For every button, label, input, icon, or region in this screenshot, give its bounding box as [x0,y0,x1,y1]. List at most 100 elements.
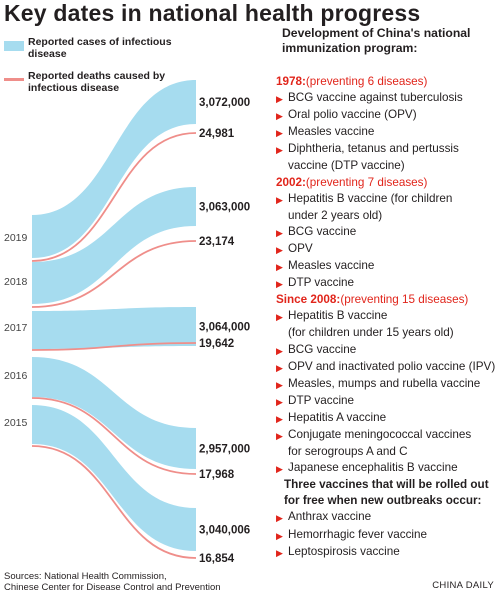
program-item: ▶ Diphtheria, tetanus and pertussis [276,141,498,158]
page-title: Key dates in national health progress [4,0,421,26]
program-item-text: BCG vaccine [288,224,357,238]
sources-line: Sources: National Health Commission, [4,571,167,582]
cases-band [32,307,196,349]
cases-band [32,80,196,258]
program-item: ▶ Measles vaccine [276,124,498,141]
program-item-text: for serogroups A and C [288,445,408,459]
program-item: ▶ Conjugate meningococcal vaccines [276,427,498,444]
program-section-heading: Since 2008: (preventing 15 diseases) [276,292,498,308]
section-note: (preventing 15 diseases) [340,293,469,307]
bullet-icon: ▶ [276,262,283,273]
program-item: ▶ Measles, mumps and rubella vaccine [276,376,498,393]
bullet-icon: ▶ [276,379,283,390]
program-item-text: Hepatitis B vaccine (for children [288,191,453,205]
program-item-text: Conjugate meningococcal vaccines [288,427,472,441]
program-item: ▶ Hepatitis A vaccine [276,410,498,427]
deaths-line [31,240,197,308]
program-title: Development of China's national immuniza… [282,26,471,55]
program-list: 1978: (preventing 6 diseases) ▶ BCG vaccin… [276,74,498,561]
program-item: ▶ BCG vaccine [276,342,498,359]
program-item-text: Leptospirosis vaccine [288,544,400,558]
program-item-text: Measles, mumps and rubella vaccine [288,376,481,390]
deaths-line [31,445,197,559]
program-item: ▶ Anthrax vaccine [276,509,498,526]
program-item: ▶ Hemorrhagic fever vaccine [276,527,498,544]
cases-band [32,187,196,304]
deaths-value-label: 17,968 [199,469,235,481]
program-item-text: (for children under 15 years old) [288,326,454,340]
deaths-line [31,342,197,351]
legend-label-cases: Reported cases of infectious disease [28,36,172,60]
deaths-value-label: 19,642 [199,338,234,350]
year-label: 2018 [4,276,28,288]
section-year: 1978: [276,75,306,88]
deaths-line [31,397,197,475]
program-item-text: Oral polio vaccine (OPV) [288,108,417,122]
section-note: (preventing 7 diseases) [305,175,428,189]
program-item: vaccine (DTP vaccine) [276,158,498,174]
program-item: for serogroups A and C [276,444,498,460]
free-vaccines-heading: Three vaccines that will be rolled out [284,478,489,492]
chart: 2019 3,072,000 24,981 2018 3,063,000 23,174 20… [4,80,250,565]
program-item: ▶ BCG vaccine [276,224,498,241]
program-item: ▶ Hepatitis B vaccine (for children [276,191,498,208]
section-year: 2002: [276,175,306,189]
program-section-heading: 1978: (preventing 6 diseases) [276,74,498,90]
program-section-heading: 2002: (preventing 7 diseases) [276,175,498,191]
program-item: ▶ OPV and inactivated polio vaccine (IPV) [276,359,498,376]
program-item: under 2 years old) [276,208,498,224]
program-item-text: Measles vaccine [288,125,375,139]
deaths-value-label: 24,981 [199,128,235,140]
program-item-text: under 2 years old) [288,208,383,222]
cases-value-label: 3,072,000 [199,97,250,109]
bullet-icon: ▶ [276,345,283,356]
program-item: ▶ OPV [276,241,498,258]
bullet-icon: ▶ [276,128,283,139]
bullet-icon: ▶ [276,194,283,205]
bullet-icon: ▶ [276,111,283,122]
program-item-text: DTP vaccine [288,393,355,407]
bullet-icon: ▶ [276,94,283,105]
program-item-text: Hepatitis A vaccine [288,410,387,424]
program-item: ▶ Japanese encephalitis B vaccine [276,460,498,477]
sources-line: Chinese Center for Disease Control and P… [4,582,221,593]
year-label: 2016 [4,370,28,382]
legend-label-deaths: Reported deaths caused by infectious dis… [28,70,166,94]
program-item-text: OPV and inactivated polio vaccine (IPV) [288,359,496,373]
cases-band [32,357,196,469]
program-item-text: DTP vaccine [288,276,355,290]
program-item-text: Diphtheria, tetanus and pertussis [288,142,459,156]
program-item: ▶ DTP vaccine [276,275,498,292]
program-item-text: OPV [288,241,313,255]
bullet-icon: ▶ [276,513,283,524]
program-item: (for children under 15 years old) [276,325,498,341]
year-label: 2019 [4,232,28,244]
credit: CHINA DAILY [432,580,494,591]
program-item-text: BCG vaccine [288,342,357,356]
section-note: (preventing 6 diseases) [305,75,428,88]
program-item-text: Hepatitis B vaccine [288,309,388,323]
section-year: Since 2008: [276,293,341,307]
cases-value-label: 3,063,000 [199,202,250,214]
program-item: ▶ BCG vaccine against tuberculosis [276,90,498,107]
bullet-icon: ▶ [276,430,283,441]
cases-value-label: 3,064,000 [199,322,250,334]
bullet-icon: ▶ [276,547,283,558]
bullet-icon: ▶ [276,279,283,290]
deaths-value-label: 16,854 [199,553,235,565]
program-item-text: vaccine (DTP vaccine) [288,159,405,173]
bullet-icon: ▶ [276,312,283,323]
program-item: ▶ DTP vaccine [276,393,498,410]
program-item-text: BCG vaccine against tuberculosis [288,91,463,105]
program-item-text: Measles vaccine [288,259,375,273]
cases-value-label: 2,957,000 [199,444,250,456]
bullet-icon: ▶ [276,227,283,238]
cases-value-label: 3,040,006 [199,525,250,537]
sources: Sources: National Health Commission, Chi… [4,571,221,593]
program-item: ▶ Measles vaccine [276,258,498,275]
program-item: ▶ Oral polio vaccine (OPV) [276,107,498,124]
program-item-text: Hemorrhagic fever vaccine [288,527,428,541]
program-item: ▶ Leptospirosis vaccine [276,544,498,561]
deaths-line [31,132,197,262]
program-item-text: Anthrax vaccine [288,510,372,524]
